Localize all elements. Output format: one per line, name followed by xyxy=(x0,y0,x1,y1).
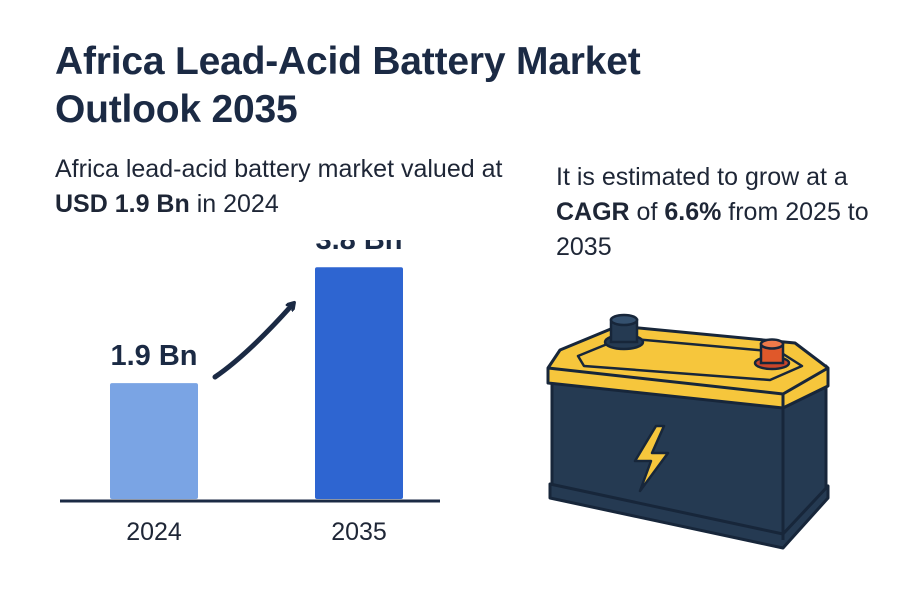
growth-arrow-icon xyxy=(212,304,293,380)
growth-note-prefix: It is estimated to grow at a xyxy=(556,163,848,191)
growth-note-middle: of xyxy=(629,198,665,226)
growth-note-suffix: from 2025 to 2035 xyxy=(556,198,869,261)
bar-chart: 1.9 Bn 2024 3.8 Bn 2035 xyxy=(60,240,440,546)
cagr-label: CAGR xyxy=(556,198,630,226)
page-title: Africa Lead-Acid Battery Market Outlook … xyxy=(55,40,641,131)
positive-terminal xyxy=(753,338,791,371)
negative-terminal xyxy=(603,313,645,351)
market-value-prefix: Africa lead-acid battery market valued a… xyxy=(55,155,503,183)
market-value-suffix: in 2024 xyxy=(189,190,279,218)
data-label-2024: 1.9 Bn xyxy=(110,340,197,372)
bar-2035 xyxy=(315,267,403,499)
lightning-bolt-icon xyxy=(633,424,670,493)
market-value-highlight: USD 1.9 Bn xyxy=(55,190,190,218)
cagr-value: 6.6% xyxy=(664,198,722,226)
market-value-text: Africa lead-acid battery market valued a… xyxy=(55,152,525,222)
x-tick-label-2024: 2024 xyxy=(126,518,182,546)
battery-icon xyxy=(546,313,830,550)
growth-note: It is estimated to grow at a CAGR of 6.6… xyxy=(556,160,876,265)
data-label-2035: 3.8 Bn xyxy=(315,240,402,256)
bar-2024 xyxy=(110,383,198,499)
x-tick-label-2035: 2035 xyxy=(331,518,387,546)
